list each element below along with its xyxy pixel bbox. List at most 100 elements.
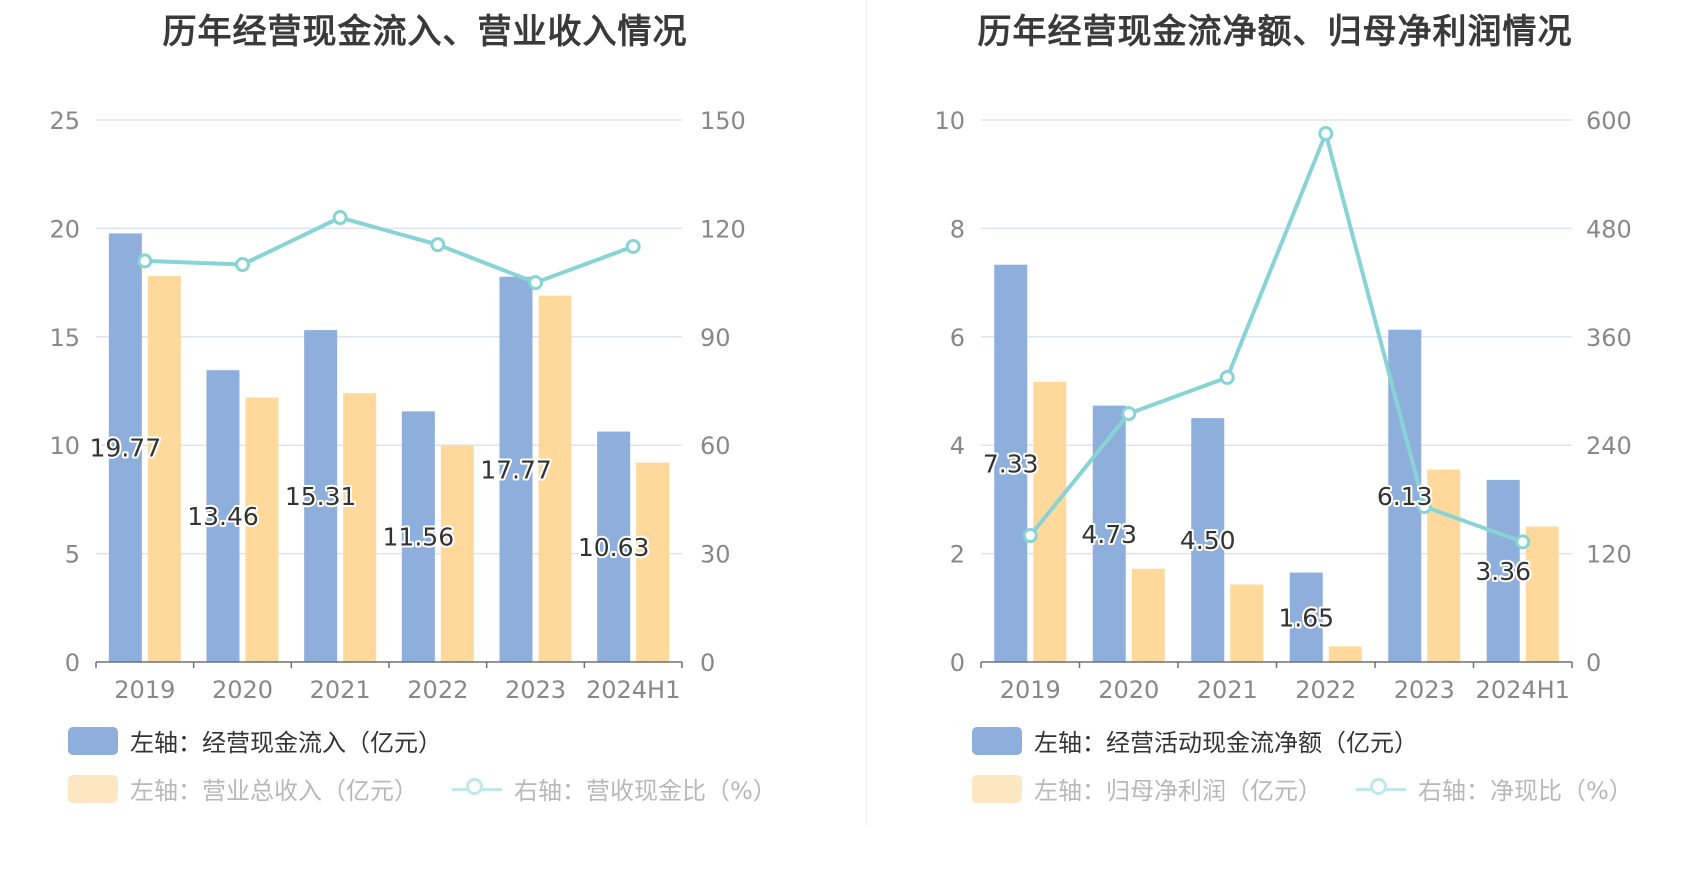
bar-secondary [1525,526,1559,662]
legend-row: 左轴：营业总收入（亿元） 右轴：营收现金比（%） [68,771,811,806]
bar-primary [1486,479,1520,662]
line-point [332,210,348,226]
line-series [1028,127,1524,544]
legend-swatch [68,726,118,755]
right-axis-tick-label: 480 [1586,215,1632,243]
bar-data-label: 13.46 [187,502,259,531]
chart-canvas: 0 0 2 120 4 240 6 360 8 480 10 600 2019 2020 2021 2022 2… [934,107,1632,704]
legend-row: 左轴：经营活动现金流净额（亿元） [972,723,1452,758]
bar-primary [401,411,435,662]
x-axis-tick-label: 2022 [407,676,468,704]
left-axis-tick-label: 10 [934,107,965,135]
right-chart-panel: 历年经营现金流净额、归母净利润情况 0 0 2 120 4 240 6 360 8 480 10 60… [850,0,1700,874]
bar-primary [994,264,1028,662]
line-point [625,238,641,254]
chart-title: 历年经营现金流净额、归母净利润情况 [977,12,1573,52]
legend-label: 左轴：营业总收入（亿元） [130,777,418,805]
right-axis-tick-label: 120 [700,215,746,243]
bar-data-label: 15.31 [285,482,357,511]
bar-data-label: 10.63 [578,533,650,562]
panel-divider [866,0,867,825]
bar-primary [108,233,142,662]
legend-label: 左轴：归母净利润（亿元） [1034,777,1322,805]
bar-primary [1289,572,1323,662]
bar-data-label: 3.36 [1475,557,1531,586]
bar-primary [206,370,240,662]
bar-data-label: 17.77 [480,455,552,484]
x-axis-tick-label: 2021 [310,676,371,704]
line-series [144,215,634,285]
bar-secondary [636,462,670,662]
bar-data-label: 4.50 [1180,526,1236,555]
legend-swatch [972,774,1022,803]
left-axis-tick-label: 0 [950,649,965,677]
bar-data-label: 7.33 [983,449,1039,478]
legend-item[interactable]: 左轴：经营活动现金流净额（亿元） [972,723,1418,758]
line-point [1318,126,1334,142]
bar-data-label: 4.73 [1081,520,1137,549]
legend-item[interactable]: 左轴：经营现金流入（亿元） [68,723,442,758]
bar-secondary [440,445,474,662]
left-axis-tick-label: 8 [950,215,965,243]
legend-line-icon [1356,775,1406,803]
legend-swatch [972,726,1022,755]
legend-item[interactable]: 左轴：归母净利润（亿元） [972,771,1322,806]
right-axis-tick-label: 90 [700,324,731,352]
x-axis-tick-label: 2024H1 [586,676,680,704]
left-axis-tick-label: 6 [950,324,965,352]
left-chart-panel: 历年经营现金流入、营业收入情况 0 0 5 30 10 60 15 90 20 120 25 150 2… [49,12,811,806]
right-axis-tick-label: 240 [1586,432,1632,460]
right-axis-tick-label: 0 [700,649,715,677]
left-axis-tick-label: 15 [49,324,80,352]
legend-label: 右轴：营收现金比（%） [514,777,777,805]
left-axis-tick-label: 10 [49,432,80,460]
x-axis-tick-label: 2021 [1197,676,1258,704]
x-axis-tick-label: 2020 [212,676,273,704]
bar-primary [1191,418,1225,662]
chart-title: 历年经营现金流入、营业收入情况 [162,12,688,52]
line-point [1515,534,1531,550]
left-axis-tick-label: 0 [65,649,80,677]
line-point [1219,369,1235,385]
bar-data-label: 6.13 [1377,482,1433,511]
line-point [137,253,153,269]
right-axis-tick-label: 600 [1586,107,1632,135]
legend-row: 左轴：经营现金流入（亿元） [68,723,476,758]
line-point [235,257,250,273]
bar-secondary [1328,646,1362,662]
right-axis-tick-label: 0 [1586,649,1601,677]
legend-item[interactable]: 右轴：营收现金比（%） [452,771,777,806]
legend-item[interactable]: 左轴：营业总收入（亿元） [68,771,418,806]
bar-data-label: 1.65 [1278,603,1334,632]
bar-secondary [1131,568,1165,662]
bar-secondary [147,276,181,662]
line-point [1121,406,1137,422]
bar-secondary [1033,381,1067,662]
x-axis-tick-label: 2023 [505,676,566,704]
x-axis-tick-label: 2020 [1098,676,1159,704]
line-point [1022,528,1038,544]
line-point [528,275,543,291]
left-axis-tick-label: 4 [950,432,965,460]
x-axis-tick-label: 2024H1 [1476,676,1570,704]
bar-data-label: 11.56 [383,523,455,552]
right-axis-tick-label: 120 [1586,541,1632,569]
x-axis-tick-label: 2023 [1394,676,1455,704]
right-axis-tick-label: 30 [700,541,731,569]
left-axis-tick-label: 5 [65,541,80,569]
bar-primary [597,431,631,662]
x-axis-tick-label: 2019 [1000,676,1061,704]
bar-primary [304,330,338,662]
bar-secondary [1427,469,1461,662]
line-point [430,237,446,253]
x-axis-tick-label: 2022 [1295,676,1356,704]
bar-secondary [343,393,377,662]
legend-item[interactable]: 右轴：净现比（%） [1356,771,1633,806]
bar-secondary [538,295,572,662]
legend-line-icon [452,775,502,803]
right-axis-tick-label: 360 [1586,324,1632,352]
left-axis-tick-label: 2 [950,541,965,569]
x-axis-tick-label: 2019 [114,676,175,704]
bar-secondary [245,397,279,662]
line-point [1416,499,1432,515]
